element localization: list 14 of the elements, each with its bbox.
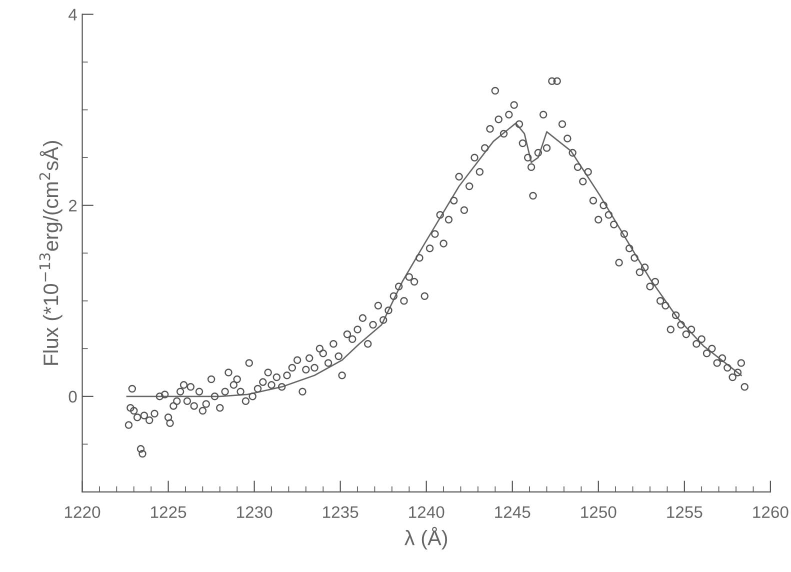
x-tick-label: 1250 [581,506,616,518]
x-tick-label: 1240 [409,506,444,518]
x-axis-title: λ (Å) [404,526,448,550]
x-tick-label: 1225 [151,506,186,518]
y-tick-label: 4 [68,8,77,20]
x-tick-label: 1245 [495,506,530,518]
x-tick-label: 1260 [753,506,788,518]
y-tick-label: 2 [68,200,77,212]
x-tick-label: 1255 [667,506,702,518]
y-axis-title: Flux (*10$^{−13}$erg/(cm$^{2}$sÅ) [39,141,62,365]
y-tick-label: 0 [68,390,77,403]
x-tick-label: 1230 [237,506,272,518]
x-tick-label: 1235 [323,506,358,518]
x-tick-label: 1220 [65,506,100,518]
